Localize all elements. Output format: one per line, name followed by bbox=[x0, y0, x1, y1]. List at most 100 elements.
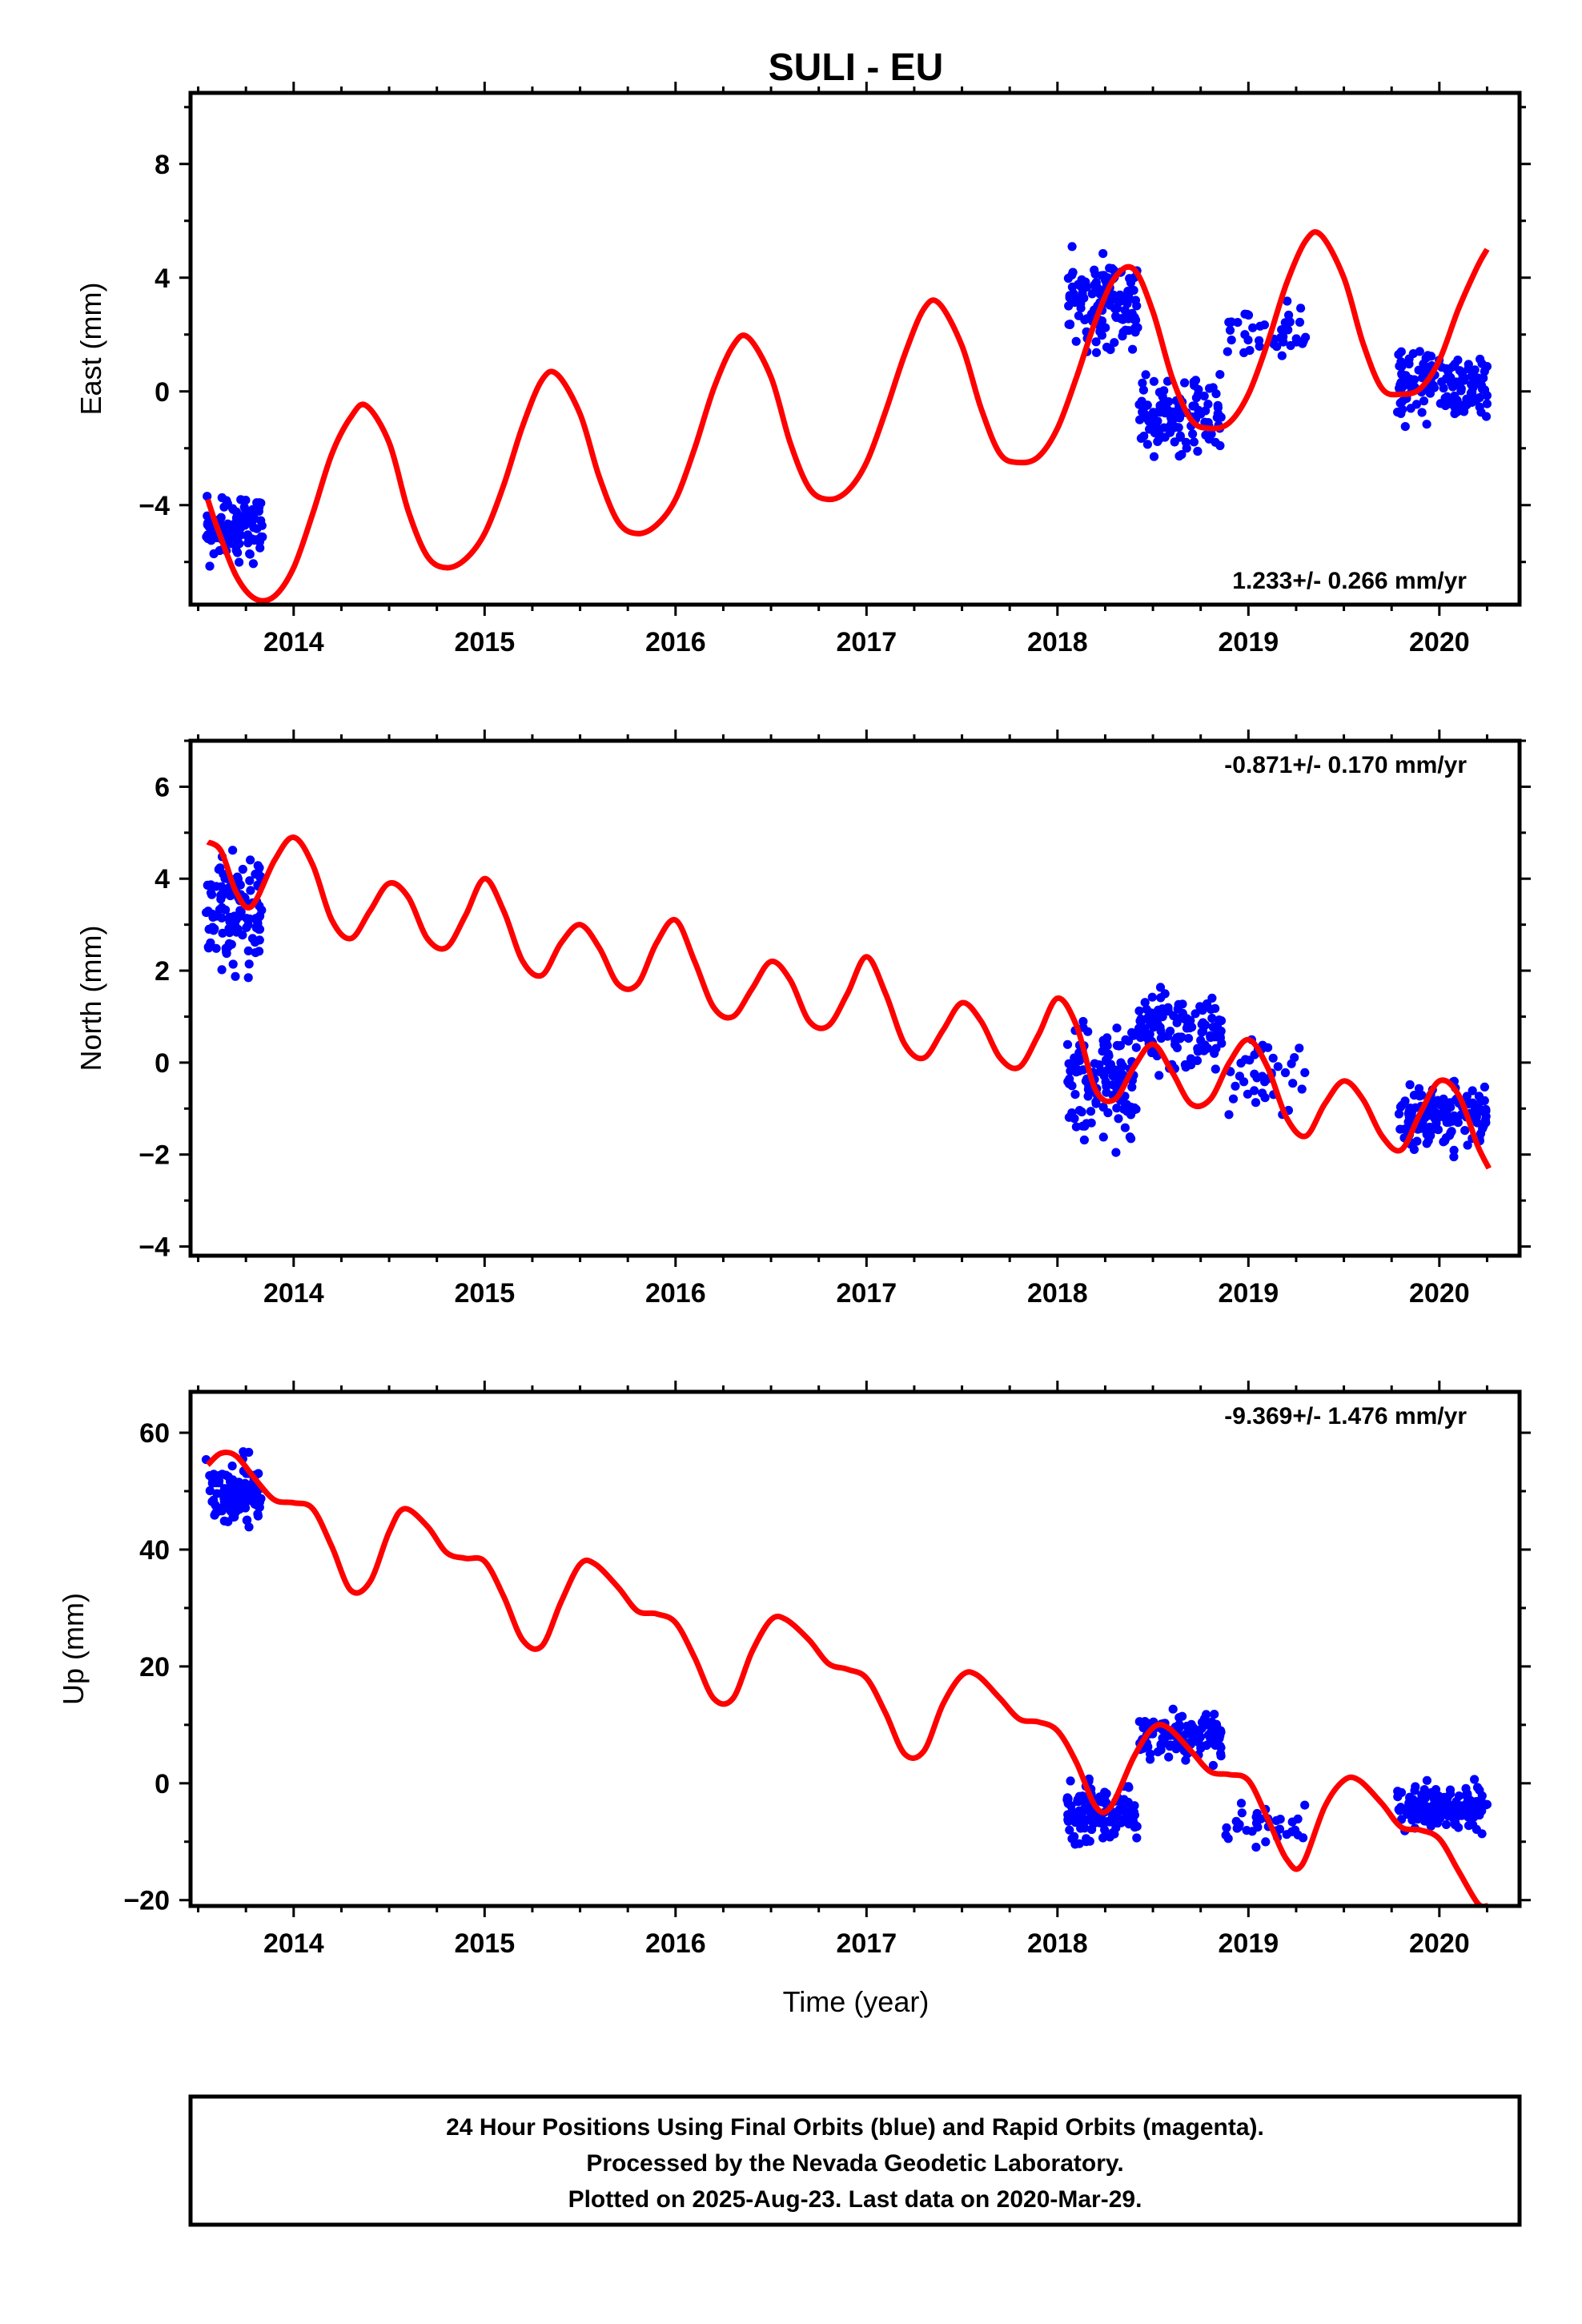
data-point bbox=[219, 1516, 229, 1526]
data-point bbox=[1216, 1016, 1227, 1026]
data-point bbox=[1155, 400, 1165, 411]
data-point bbox=[1103, 273, 1113, 283]
data-point bbox=[1095, 1067, 1105, 1076]
data-point bbox=[1225, 325, 1235, 335]
data-point bbox=[1237, 1808, 1247, 1818]
data-point bbox=[1284, 310, 1294, 320]
data-point bbox=[1112, 1023, 1122, 1033]
x-tick-label: 2015 bbox=[454, 627, 515, 657]
data-point bbox=[231, 529, 241, 538]
data-point bbox=[1091, 279, 1101, 288]
data-point bbox=[1145, 424, 1154, 434]
data-point bbox=[247, 505, 257, 515]
data-point bbox=[1159, 423, 1169, 432]
data-point bbox=[1405, 1792, 1415, 1802]
data-point bbox=[224, 1488, 234, 1498]
data-point bbox=[1098, 1833, 1108, 1843]
data-point bbox=[1114, 1041, 1124, 1051]
y-tick-label: −4 bbox=[139, 491, 170, 521]
data-point bbox=[1419, 396, 1429, 406]
data-point bbox=[207, 890, 217, 899]
data-point bbox=[1154, 1071, 1164, 1080]
data-point bbox=[1475, 392, 1484, 403]
data-point bbox=[1242, 1826, 1251, 1835]
data-point bbox=[1086, 1807, 1096, 1816]
data-point bbox=[1127, 1082, 1137, 1092]
data-point bbox=[1405, 1080, 1415, 1090]
data-point bbox=[1118, 1062, 1127, 1072]
data-point bbox=[232, 872, 243, 882]
data-point bbox=[227, 1462, 237, 1471]
data-point bbox=[202, 532, 211, 541]
data-point bbox=[1470, 1775, 1480, 1784]
data-point bbox=[1086, 1107, 1096, 1116]
data-point bbox=[1207, 1013, 1217, 1023]
data-point bbox=[1114, 1114, 1123, 1124]
data-point bbox=[253, 861, 263, 870]
data-point bbox=[1404, 359, 1414, 369]
data-point bbox=[223, 499, 232, 509]
x-tick-label: 2017 bbox=[836, 1928, 897, 1959]
data-point bbox=[255, 911, 265, 921]
data-point bbox=[1071, 336, 1081, 346]
data-point bbox=[1463, 1140, 1472, 1150]
data-point bbox=[1465, 1812, 1475, 1822]
data-point bbox=[1109, 1814, 1118, 1823]
data-point bbox=[1142, 440, 1152, 449]
data-point bbox=[1196, 1035, 1206, 1045]
data-point bbox=[1393, 407, 1403, 417]
data-point bbox=[1251, 1098, 1261, 1108]
panel-1: 2014 2015 2016 2017 2018 2019 2020 −4 0 4 8 East (m… bbox=[74, 82, 1531, 657]
data-point bbox=[1066, 1066, 1075, 1076]
data-point bbox=[1474, 1808, 1484, 1818]
data-point bbox=[1130, 296, 1140, 305]
data-point bbox=[1208, 1022, 1218, 1032]
data-point bbox=[1172, 1018, 1182, 1027]
data-point bbox=[1138, 407, 1147, 417]
data-point bbox=[253, 919, 263, 928]
data-point bbox=[1154, 388, 1164, 397]
data-point bbox=[1460, 1126, 1470, 1136]
data-point bbox=[211, 943, 221, 953]
data-point bbox=[234, 1483, 243, 1494]
data-point bbox=[1138, 385, 1148, 395]
data-point bbox=[1197, 1019, 1207, 1029]
data-point bbox=[1250, 1086, 1259, 1096]
data-point bbox=[1479, 373, 1488, 383]
data-point bbox=[1224, 1110, 1234, 1120]
data-point bbox=[217, 913, 227, 923]
data-point bbox=[231, 971, 240, 981]
data-point bbox=[1164, 397, 1174, 407]
panel-2: 2014 2015 2016 2017 2018 2019 2020 −4 −2 0 2 4 6 Nort… bbox=[74, 730, 1531, 1309]
y-tick-label: 6 bbox=[155, 772, 170, 802]
data-point bbox=[1422, 420, 1431, 429]
data-point bbox=[1216, 1743, 1226, 1752]
data-point bbox=[1098, 249, 1108, 259]
data-point bbox=[1464, 1821, 1474, 1831]
data-point bbox=[1286, 340, 1295, 351]
data-point bbox=[1480, 1116, 1490, 1125]
y-axis-label: North (mm) bbox=[74, 926, 107, 1072]
data-point bbox=[1090, 1059, 1099, 1068]
data-point bbox=[1248, 323, 1258, 332]
data-point bbox=[1277, 325, 1287, 335]
data-point bbox=[1146, 1047, 1157, 1058]
data-point bbox=[1454, 1791, 1464, 1801]
data-point bbox=[1461, 1791, 1471, 1800]
y-tick-label: −20 bbox=[123, 1886, 170, 1916]
data-point bbox=[1101, 1077, 1110, 1087]
data-point bbox=[1174, 1719, 1184, 1729]
data-point bbox=[242, 510, 251, 521]
data-point bbox=[1114, 1074, 1123, 1084]
panel-3: 2014 2015 2016 2017 2018 2019 2020 −20 0 20 40 60 Up… bbox=[57, 1381, 1531, 1959]
data-point bbox=[209, 549, 219, 559]
data-point bbox=[1191, 393, 1201, 403]
data-point bbox=[231, 513, 241, 523]
data-point bbox=[1087, 289, 1097, 299]
data-point bbox=[1188, 1731, 1198, 1742]
data-point bbox=[1120, 305, 1130, 316]
footer-line-1: 24 Hour Positions Using Final Orbits (bl… bbox=[446, 2114, 1264, 2141]
data-point bbox=[1134, 1006, 1144, 1015]
data-point bbox=[1193, 446, 1203, 456]
data-point bbox=[1126, 1134, 1136, 1144]
